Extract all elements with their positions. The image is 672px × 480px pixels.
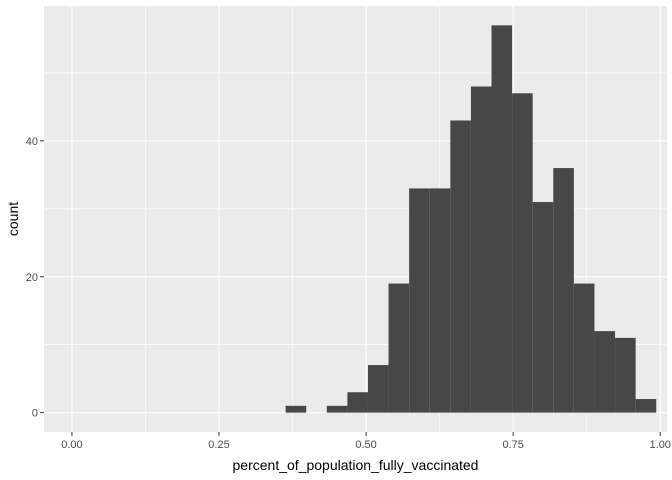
histogram-bar xyxy=(615,337,636,413)
histogram-bar xyxy=(285,405,307,413)
histogram-bar xyxy=(450,120,471,413)
histogram-bar xyxy=(429,188,451,413)
histogram-bar xyxy=(388,283,410,413)
x-tick-label: 1.00 xyxy=(650,439,671,451)
histogram-bar xyxy=(367,365,389,413)
x-axis: 0.00 0.25 0.50 0.75 1.00 xyxy=(61,432,671,451)
x-axis-title: percent_of_population_fully_vaccinated xyxy=(233,457,479,473)
histogram-bar xyxy=(532,202,554,413)
y-axis: 0 20 40 xyxy=(26,136,44,420)
histogram-bar xyxy=(409,188,430,413)
y-tick-label: 20 xyxy=(26,272,38,284)
x-tick-label: 0.50 xyxy=(355,439,376,451)
bars xyxy=(285,25,657,413)
x-tick-label: 0.25 xyxy=(208,439,229,451)
histogram-bar xyxy=(635,399,657,413)
histogram-bar xyxy=(470,86,492,413)
y-tick-label: 0 xyxy=(32,408,38,420)
y-tick-label: 40 xyxy=(26,136,38,148)
y-axis-title: count xyxy=(5,202,21,236)
histogram-bar xyxy=(512,93,533,413)
x-tick-label: 0.75 xyxy=(502,439,523,451)
histogram-bar xyxy=(594,331,616,413)
histogram-bar xyxy=(553,168,574,413)
histogram-bar xyxy=(573,283,595,413)
histogram-bar xyxy=(491,25,513,413)
x-tick-label: 0.00 xyxy=(61,439,82,451)
histogram-bar xyxy=(326,405,348,413)
histogram-bar xyxy=(347,392,368,413)
